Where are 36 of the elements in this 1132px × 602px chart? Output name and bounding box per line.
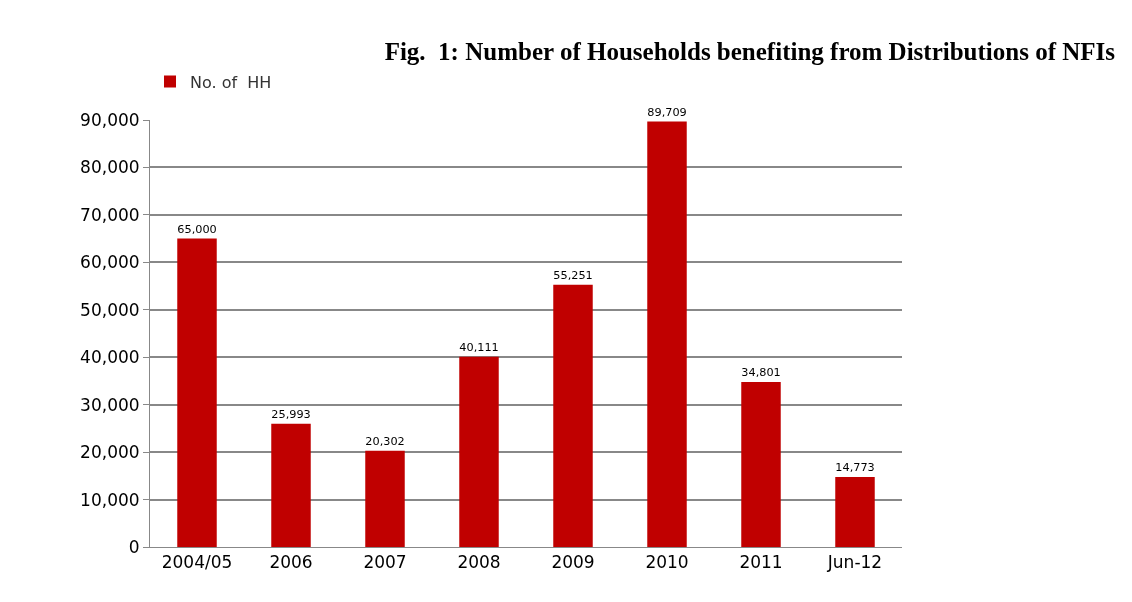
y-tick-label: 70,000 <box>80 204 140 225</box>
y-tick-label: 60,000 <box>80 252 140 273</box>
bar <box>365 450 405 547</box>
data-label: 89,709 <box>647 105 687 119</box>
bar <box>553 284 593 547</box>
y-tick-label: 80,000 <box>80 157 140 178</box>
bar <box>741 381 781 547</box>
bar <box>647 121 687 547</box>
y-tick-label: 10,000 <box>80 489 140 510</box>
x-tick-label: Jun-12 <box>826 552 883 573</box>
chart-title: Fig. 1: Number of Households benefiting from Distributions of NFIs <box>384 37 1116 65</box>
x-tick-label: 2008 <box>457 552 501 573</box>
data-label: 55,251 <box>553 269 593 283</box>
data-label: 20,302 <box>365 435 405 449</box>
bar <box>835 476 875 547</box>
data-label: 34,801 <box>741 366 781 380</box>
x-tick-label: 2006 <box>269 552 313 573</box>
bar <box>271 423 311 547</box>
y-tick-label: 90,000 <box>80 109 140 130</box>
legend-label: No. of HH <box>190 72 272 92</box>
data-label: 25,993 <box>271 408 311 422</box>
x-tick-label: 2004/05 <box>161 552 233 573</box>
y-tick-label: 50,000 <box>80 299 140 320</box>
y-tick-label: 40,000 <box>80 347 140 368</box>
bar <box>459 356 499 547</box>
x-tick-label: 2007 <box>363 552 407 573</box>
data-label: 65,000 <box>177 222 217 236</box>
y-tick-label: 20,000 <box>80 442 140 463</box>
bar <box>177 238 217 547</box>
y-tick-label: 0 <box>128 536 140 557</box>
data-label: 40,111 <box>459 341 499 355</box>
x-tick-label: 2010 <box>645 552 689 573</box>
x-tick-label: 2011 <box>739 552 783 573</box>
data-label: 14,773 <box>835 461 875 475</box>
x-tick-label: 2009 <box>551 552 595 573</box>
y-tick-label: 30,000 <box>80 394 140 415</box>
